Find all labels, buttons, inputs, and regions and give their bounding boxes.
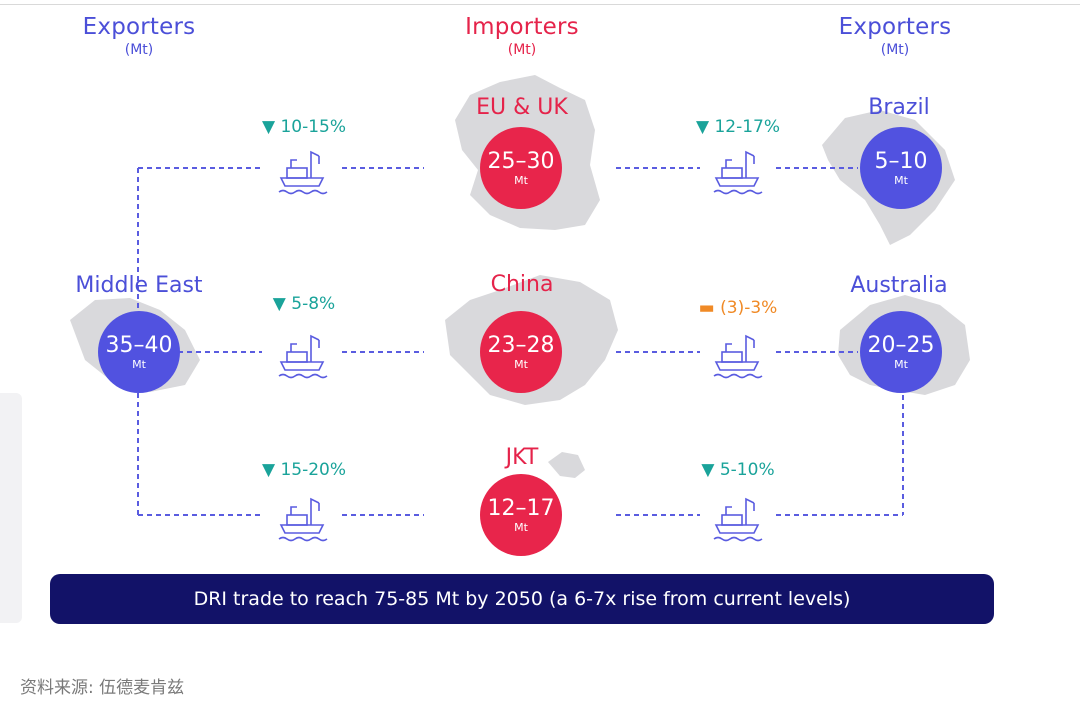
importer-label-jkt: JKT [505, 445, 539, 470]
importer-bubble-china: 23–28 Mt [480, 311, 562, 393]
exporter-bubble-brazil: 5–10 Mt [860, 127, 942, 209]
flat-marker-icon: ▬ [698, 298, 715, 318]
change-value: 5-10% [719, 460, 775, 480]
bubble-value: 5–10 [874, 148, 928, 174]
change-aus-jkt: ▼ 5-10% [668, 460, 808, 480]
cargo-ship-icon [713, 497, 763, 542]
bubble-unit: Mt [894, 173, 908, 187]
decline-marker-icon: ▼ [272, 294, 286, 314]
bubble-value: 25–30 [487, 148, 555, 174]
bubble-unit: Mt [514, 520, 528, 534]
bubble-value: 23–28 [487, 332, 555, 358]
cargo-ship-icon [713, 334, 763, 379]
japan-map [548, 452, 585, 478]
change-value: 12-17% [714, 117, 781, 137]
decline-marker-icon: ▼ [261, 460, 276, 480]
change-value: 10-15% [280, 117, 347, 137]
header-title: Importers [465, 14, 579, 40]
change-aus-china: ▬ (3)-3% [668, 298, 808, 318]
change-value: (3)-3% [720, 298, 778, 318]
change-me-jkt: ▼ 15-20% [234, 460, 374, 480]
importers-header: Importers (Mt) [412, 14, 632, 58]
summary-banner: DRI trade to reach 75-85 Mt by 2050 (a 6… [50, 574, 994, 624]
importer-bubble-eu-uk: 25–30 Mt [480, 127, 562, 209]
bubble-value: 35–40 [105, 332, 173, 358]
exporters-header-right: Exporters (Mt) [785, 14, 1005, 58]
decline-marker-icon: ▼ [701, 460, 715, 480]
bubble-value: 20–25 [867, 332, 935, 358]
importer-label-eu-uk: EU & UK [476, 95, 568, 120]
importer-label-china: China [490, 272, 554, 297]
exporter-label-brazil: Brazil [868, 95, 930, 120]
exporter-bubble-australia: 20–25 Mt [860, 311, 942, 393]
cargo-ship-icon [278, 334, 328, 379]
bubble-unit: Mt [514, 173, 528, 187]
header-unit: (Mt) [507, 42, 537, 58]
change-me-china: ▼ 5-8% [234, 294, 374, 314]
exporters-header-left: Exporters (Mt) [29, 14, 249, 58]
header-title: Exporters [82, 14, 196, 40]
cargo-ship-icon [278, 497, 328, 542]
source-note: 资料来源: 伍德麦肯兹 [20, 678, 185, 698]
header-unit: (Mt) [880, 42, 910, 58]
header-unit: (Mt) [124, 42, 154, 58]
change-value: 15-20% [280, 460, 347, 480]
bubble-unit: Mt [132, 357, 146, 371]
change-value: 5-8% [291, 294, 336, 314]
bubble-unit: Mt [894, 357, 908, 371]
exporter-label-australia: Australia [850, 273, 948, 298]
bubble-value: 12–17 [487, 495, 555, 521]
cargo-ship-icon [713, 150, 763, 195]
cargo-ship-icon [278, 150, 328, 195]
header-title: Exporters [838, 14, 952, 40]
exporter-bubble-middle-east: 35–40 Mt [98, 311, 180, 393]
decline-marker-icon: ▼ [261, 117, 276, 137]
change-brazil-eu: ▼ 12-17% [668, 117, 808, 137]
top-divider [0, 4, 1080, 5]
decline-marker-icon: ▼ [695, 117, 710, 137]
bubble-unit: Mt [514, 357, 528, 371]
change-me-eu: ▼ 10-15% [234, 117, 374, 137]
exporter-label-middle-east: Middle East [75, 273, 203, 298]
sidebar-edge [0, 393, 22, 623]
importer-bubble-jkt: 12–17 Mt [480, 474, 562, 556]
